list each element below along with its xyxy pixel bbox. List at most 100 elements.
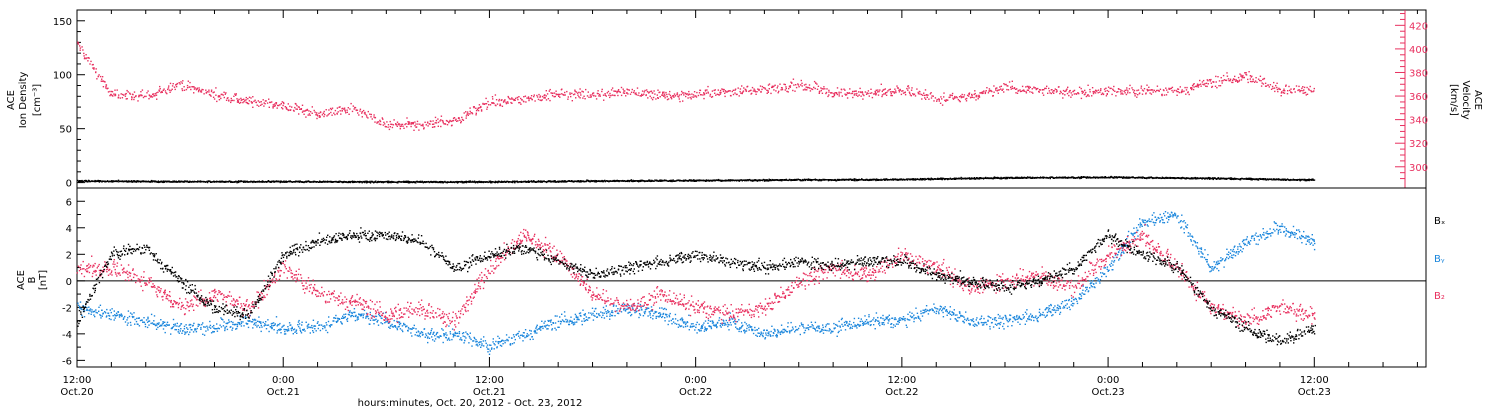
data-point — [725, 179, 727, 182]
data-point — [1250, 178, 1252, 181]
data-point — [461, 116, 463, 119]
data-point — [926, 96, 928, 98]
data-point — [252, 106, 254, 108]
data-point — [1244, 178, 1247, 180]
data-point — [1093, 90, 1095, 93]
data-point — [288, 109, 290, 111]
data-point — [1051, 89, 1053, 91]
data-point — [956, 97, 958, 99]
data-point — [1169, 88, 1171, 90]
data-point — [1066, 92, 1069, 95]
data-point — [666, 98, 669, 101]
data-point — [369, 182, 372, 184]
data-point — [405, 180, 407, 183]
data-point — [134, 323, 136, 325]
data-point — [102, 312, 104, 314]
data-point — [1220, 77, 1222, 79]
data-point — [253, 323, 255, 326]
data-point — [404, 123, 406, 126]
data-point — [260, 322, 262, 324]
data-point — [224, 93, 226, 95]
data-point — [89, 180, 92, 183]
data-point — [179, 83, 181, 85]
data-point — [776, 87, 778, 89]
data-point — [861, 178, 863, 180]
data-point — [1219, 177, 1222, 179]
data-point — [1287, 90, 1289, 92]
data-point — [379, 120, 382, 123]
data-point — [1119, 91, 1122, 93]
data-point — [691, 93, 693, 95]
data-point — [237, 180, 240, 182]
data-point — [311, 181, 313, 183]
data-point — [115, 180, 117, 182]
data-point — [1212, 178, 1214, 181]
data-point — [1215, 75, 1217, 78]
top-ylabel-line-1: ACE — [6, 90, 17, 110]
data-point — [397, 123, 399, 126]
data-point — [622, 88, 624, 90]
data-point — [828, 91, 830, 93]
data-point — [188, 86, 190, 88]
data-point — [1161, 176, 1164, 178]
data-point — [282, 181, 285, 183]
data-point — [941, 98, 943, 100]
data-point — [251, 180, 253, 183]
data-point — [627, 89, 629, 91]
data-point — [202, 322, 204, 324]
data-point — [192, 181, 194, 183]
data-point — [917, 178, 919, 180]
data-point — [1039, 176, 1042, 178]
data-point — [1225, 79, 1227, 81]
data-point — [775, 179, 777, 181]
data-point — [133, 96, 135, 99]
data-point — [981, 177, 983, 179]
data-point — [1073, 89, 1076, 92]
data-point — [686, 179, 688, 182]
data-point — [465, 117, 467, 119]
data-point — [137, 317, 140, 319]
data-point — [415, 126, 418, 128]
data-point — [195, 181, 197, 183]
data-point — [343, 108, 345, 110]
data-point — [216, 323, 218, 325]
data-point — [414, 121, 416, 123]
data-point — [1035, 88, 1037, 91]
data-point — [298, 106, 300, 108]
data-point — [1025, 86, 1027, 88]
data-point — [268, 181, 271, 183]
data-point — [806, 89, 808, 91]
data-point — [185, 324, 187, 326]
data-point — [1197, 177, 1199, 179]
data-point — [1257, 178, 1260, 181]
data-point — [831, 96, 834, 98]
data-point — [270, 181, 272, 183]
data-point — [1213, 81, 1215, 83]
data-point — [210, 332, 213, 334]
data-point — [268, 98, 270, 100]
data-point — [172, 326, 174, 328]
data-point — [283, 102, 285, 105]
data-point — [467, 112, 469, 115]
data-point — [456, 120, 458, 122]
data-point — [175, 180, 177, 182]
data-point — [604, 179, 606, 182]
data-point — [99, 314, 101, 316]
data-point — [328, 113, 330, 115]
data-point — [213, 180, 215, 182]
data-point — [261, 103, 263, 105]
data-point — [225, 99, 228, 101]
data-point — [268, 106, 270, 108]
data-point — [520, 180, 523, 183]
data-point — [165, 91, 167, 94]
data-point — [398, 123, 400, 125]
data-point — [941, 104, 944, 106]
data-point — [494, 180, 497, 183]
data-point — [1075, 93, 1078, 95]
data-point — [1210, 78, 1212, 81]
data-point — [284, 333, 287, 335]
data-point — [574, 90, 576, 93]
data-point — [141, 94, 143, 97]
data-point — [150, 313, 153, 316]
data-point — [595, 98, 598, 100]
